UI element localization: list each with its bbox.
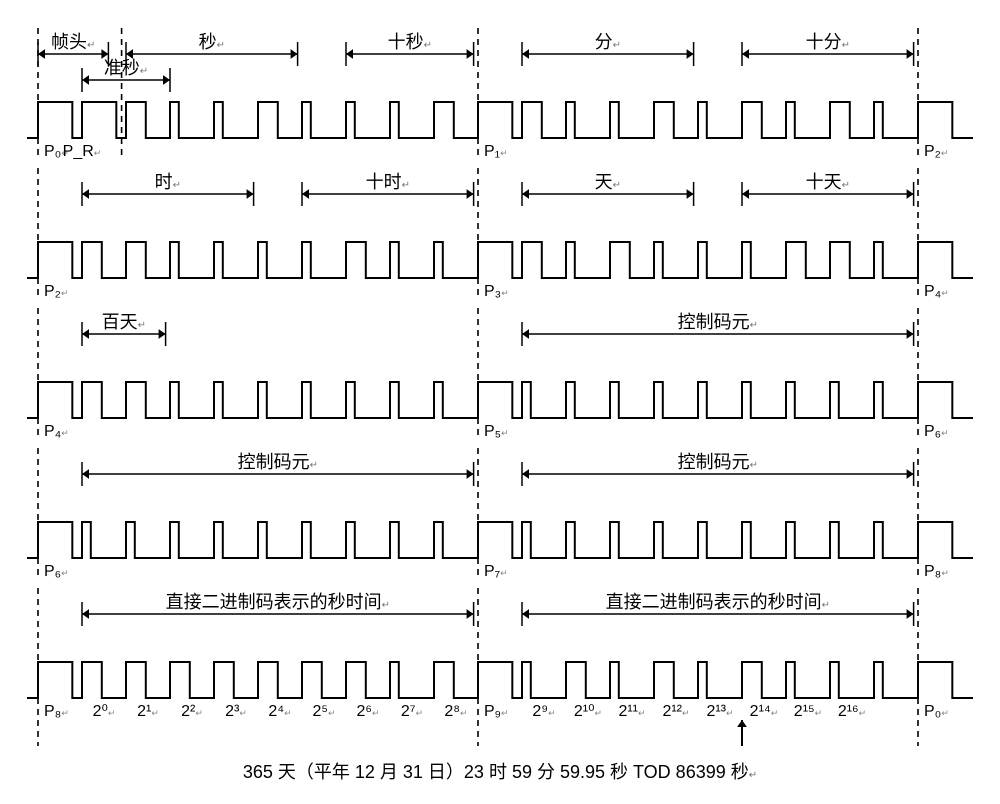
svg-text:2⁴↵: 2⁴↵ <box>268 703 291 720</box>
footer-caption: 365 天（平年 12 月 31 日）23 时 59 分 59.95 秒 TOD… <box>20 758 980 784</box>
svg-text:2¹³↵: 2¹³↵ <box>706 703 733 720</box>
svg-text:十时↵: 十时↵ <box>366 172 410 192</box>
svg-text:2¹²↵: 2¹²↵ <box>662 703 689 720</box>
svg-text:2²↵: 2²↵ <box>181 703 203 720</box>
svg-text:时↵: 时↵ <box>155 172 181 192</box>
svg-text:十分↵: 十分↵ <box>806 32 850 52</box>
svg-text:2⁵↵: 2⁵↵ <box>312 703 335 720</box>
svg-text:2⁷↵: 2⁷↵ <box>401 703 423 720</box>
svg-text:2³↵: 2³↵ <box>225 703 247 720</box>
svg-text:十天↵: 十天↵ <box>806 172 850 192</box>
svg-text:2¹¹↵: 2¹¹↵ <box>618 703 645 720</box>
svg-text:秒↵: 秒↵ <box>199 32 225 52</box>
timing-row: 百天↵ 控制码元↵ P₄↵ P₅↵ P₆↵ <box>20 300 980 440</box>
svg-text:天↵: 天↵ <box>595 172 621 192</box>
timing-row: 控制码元↵ 控制码元↵ P₆↵ P₇↵ P₈↵ <box>20 440 980 580</box>
svg-text:P₇↵: P₇↵ <box>484 563 508 580</box>
svg-text:P₁↵: P₁↵ <box>484 143 508 160</box>
svg-text:百天↵: 百天↵ <box>102 312 146 332</box>
svg-text:2¹⁶↵: 2¹⁶↵ <box>838 703 866 720</box>
timing-row: 帧头↵准秒↵秒↵十秒↵分↵十分↵P₀↵P₁↵P₂↵P_R↵ <box>20 20 980 160</box>
svg-text:P_R↵: P_R↵ <box>63 143 102 160</box>
svg-text:P₂↵: P₂↵ <box>924 143 948 160</box>
svg-text:直接二进制码表示的秒时间↵: 直接二进制码表示的秒时间↵ <box>166 592 390 612</box>
svg-text:P₆↵: P₆↵ <box>44 563 69 580</box>
svg-text:P₂↵: P₂↵ <box>44 283 68 300</box>
svg-text:2¹↵: 2¹↵ <box>137 703 159 720</box>
timing-row: 时↵ 十时↵ 天↵ 十天↵ P₂↵ P₃↵ P₄↵ <box>20 160 980 300</box>
svg-text:P₈↵: P₈↵ <box>44 703 69 720</box>
svg-text:2¹⁰↵: 2¹⁰↵ <box>574 703 602 720</box>
timing-diagram: 帧头↵准秒↵秒↵十秒↵分↵十分↵P₀↵P₁↵P₂↵P_R↵时↵十时↵天↵十天↵P… <box>20 20 980 748</box>
svg-text:控制码元↵: 控制码元↵ <box>678 452 758 472</box>
svg-text:P₅↵: P₅↵ <box>484 423 509 440</box>
svg-text:P₉↵: P₉↵ <box>484 703 509 720</box>
svg-text:2⁰↵: 2⁰↵ <box>93 703 116 720</box>
svg-text:2⁸↵: 2⁸↵ <box>444 703 467 720</box>
svg-text:P₀↵: P₀↵ <box>924 703 949 720</box>
svg-text:P₈↵: P₈↵ <box>924 563 949 580</box>
svg-text:帧头↵: 帧头↵ <box>51 32 95 52</box>
svg-text:P₄↵: P₄↵ <box>924 283 949 300</box>
timing-row: 直接二进制码表示的秒时间↵ 直接二进制码表示的秒时间↵ P₈↵ P₉↵ P₀↵ 2⁰↵ 2¹… <box>20 580 980 748</box>
svg-text:2⁶↵: 2⁶↵ <box>356 703 379 720</box>
svg-text:P₆↵: P₆↵ <box>924 423 949 440</box>
svg-text:P₃↵: P₃↵ <box>484 283 509 300</box>
svg-text:2⁹↵: 2⁹↵ <box>532 703 555 720</box>
svg-text:P₄↵: P₄↵ <box>44 423 69 440</box>
footer-text: 365 天（平年 12 月 31 日）23 时 59 分 59.95 秒 TOD… <box>243 762 749 782</box>
svg-text:2¹⁵↵: 2¹⁵↵ <box>794 703 822 720</box>
svg-text:2¹⁴↵: 2¹⁴↵ <box>750 703 779 720</box>
svg-text:控制码元↵: 控制码元↵ <box>238 452 318 472</box>
svg-text:直接二进制码表示的秒时间↵: 直接二进制码表示的秒时间↵ <box>606 592 830 612</box>
svg-text:控制码元↵: 控制码元↵ <box>678 312 758 332</box>
svg-text:十秒↵: 十秒↵ <box>388 32 432 52</box>
svg-text:分↵: 分↵ <box>595 32 621 52</box>
